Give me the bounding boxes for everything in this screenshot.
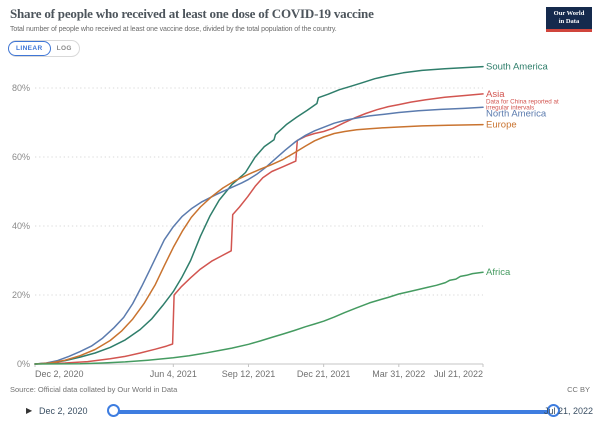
y-axis-tick-label: 80% [12, 83, 30, 93]
timeline-start-date: Dec 2, 2020 [39, 406, 88, 416]
owid-logo-line1: Our World [553, 10, 585, 17]
series-line-africa[interactable] [34, 271, 484, 365]
series-line-north-america[interactable] [34, 106, 484, 365]
license-link[interactable]: CC BY [567, 385, 590, 394]
owid-logo-line2: in Data [558, 18, 580, 26]
series-note-asia: Data for China reported at [486, 98, 559, 105]
timeline-end-handle[interactable] [547, 404, 560, 417]
series-note-asia: irregular intervals [486, 105, 534, 112]
x-axis-tick-label: Dec 2, 2020 [35, 369, 84, 379]
linear-scale-button[interactable]: LINEAR [8, 41, 51, 56]
series-line-south-america[interactable] [34, 65, 484, 365]
log-scale-button[interactable]: LOG [50, 41, 79, 56]
legend-label-north-america[interactable]: North America [486, 108, 547, 119]
timeline-end-date: Jul 21, 2022 [543, 406, 593, 416]
timeline-slider-track[interactable] [113, 410, 553, 414]
series-line-europe[interactable] [34, 123, 484, 365]
y-axis-tick-label: 60% [12, 152, 30, 162]
series-line-asia[interactable] [34, 93, 484, 365]
timeline: ▶ Dec 2, 2020 Jul 21, 2022 [0, 400, 600, 426]
page-title: Share of people who received at least on… [10, 6, 374, 21]
chart-subtitle: Total number of people who received at l… [10, 26, 337, 33]
x-axis-tick-label: Dec 21, 2021 [297, 369, 351, 379]
timeline-start-handle[interactable] [107, 404, 120, 417]
y-axis-tick-label: 0% [17, 359, 30, 369]
y-axis-tick-label: 40% [12, 221, 30, 231]
x-axis-tick-label: Sep 12, 2021 [222, 369, 276, 379]
x-axis-tick-label: Jul 21, 2022 [434, 369, 483, 379]
legend-label-africa[interactable]: Africa [486, 267, 511, 278]
owid-logo[interactable]: Our World in Data [546, 7, 592, 32]
legend-label-south-america[interactable]: South America [486, 62, 548, 73]
x-axis-tick-label: Mar 31, 2022 [372, 369, 425, 379]
legend-label-asia[interactable]: Asia [486, 89, 505, 100]
legend-label-europe[interactable]: Europe [486, 120, 517, 131]
y-axis-tick-label: 20% [12, 290, 30, 300]
play-icon[interactable]: ▶ [26, 406, 33, 415]
x-axis-tick-label: Jun 4, 2021 [150, 369, 197, 379]
source-note: Source: Official data collated by Our Wo… [10, 385, 178, 394]
scale-toggle: LINEAR LOG [8, 40, 80, 57]
